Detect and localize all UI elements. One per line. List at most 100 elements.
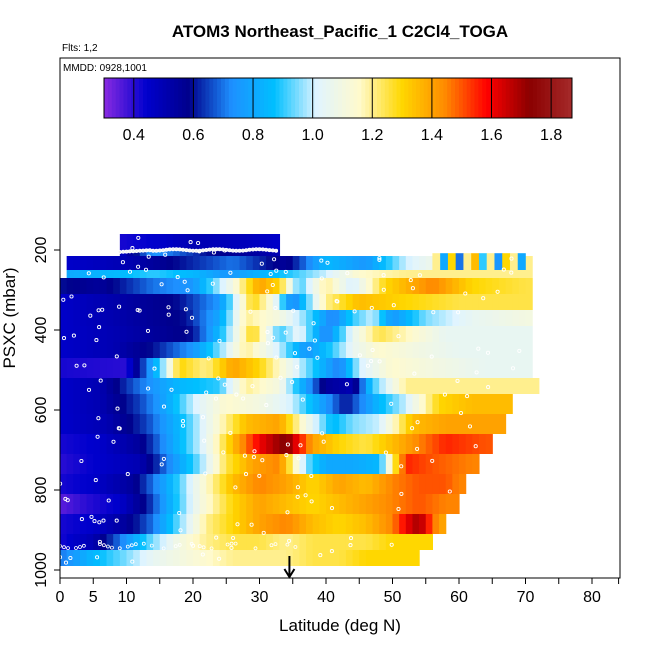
heatmap-cell [385, 326, 394, 342]
heatmap-cell [206, 494, 214, 514]
heatmap-cell [113, 550, 121, 566]
heatmap-cell [419, 474, 427, 494]
heatmap-cell [73, 358, 81, 378]
heatmap-cell [199, 474, 207, 494]
heatmap-cell [332, 534, 340, 550]
heatmap-cell [452, 326, 460, 342]
sample-point [78, 545, 82, 549]
heatmap-cell [266, 278, 274, 294]
heatmap-cell [392, 326, 400, 342]
heatmap-cell [219, 250, 227, 256]
heatmap-cell [119, 394, 128, 414]
heatmap-cell [432, 270, 440, 278]
heatmap-cell [66, 278, 74, 294]
heatmap-cell [405, 494, 414, 514]
heatmap-cell [133, 234, 141, 250]
heatmap-cell [246, 494, 254, 514]
heatmap-cell [472, 278, 480, 294]
heatmap-cell [146, 294, 154, 310]
heatmap-cell [365, 278, 374, 294]
sample-point [463, 291, 468, 296]
heatmap-cell [425, 494, 433, 514]
sample-point [410, 426, 415, 431]
heatmap-cell [146, 514, 154, 534]
heatmap-cell [345, 270, 354, 278]
sample-point [315, 355, 320, 360]
heatmap-cell [219, 414, 227, 434]
heatmap-cell [319, 534, 327, 550]
heatmap-cell [326, 278, 334, 294]
heatmap-cell [385, 474, 394, 494]
heatmap-cell [478, 253, 488, 270]
heatmap-cell [246, 550, 254, 566]
sample-point [431, 310, 436, 315]
heatmap-cell [345, 434, 354, 454]
heatmap-cell [372, 414, 380, 434]
heatmap-cell [399, 474, 407, 494]
colorbar-segment [275, 78, 280, 118]
heatmap-cell [239, 310, 247, 326]
heatmap-cell [372, 494, 380, 514]
heatmap-cell [345, 474, 354, 494]
heatmap-cell [492, 310, 500, 326]
heatmap-cell [99, 434, 108, 454]
sample-point [228, 270, 233, 275]
sample-point [370, 347, 375, 353]
colorbar-segment [435, 78, 440, 118]
heatmap-cell [332, 342, 340, 358]
heatmap-cell [452, 358, 460, 378]
heatmap-cell [292, 454, 300, 474]
heatmap-cell [119, 514, 128, 534]
heatmap-cell [252, 494, 261, 514]
heatmap-cell [126, 278, 134, 294]
heatmap-cell [412, 378, 420, 394]
heatmap-cell [345, 394, 354, 414]
heatmap-cell [126, 270, 134, 278]
heatmap-cell [266, 234, 274, 250]
heatmap-cell [359, 310, 367, 326]
heatmap-cell [186, 514, 194, 534]
sample-point [94, 338, 99, 343]
heatmap-cell [459, 434, 467, 454]
heatmap-cell [239, 326, 247, 342]
heatmap-cell [455, 253, 464, 270]
heatmap-cell [272, 378, 281, 394]
heatmap-cell [159, 326, 167, 342]
heatmap-cell [372, 278, 380, 294]
heatmap-cell [425, 454, 433, 474]
heatmap-cell [226, 474, 234, 494]
sample-point [481, 296, 486, 301]
heatmap-cell [232, 514, 241, 534]
heatmap-cell [252, 270, 261, 278]
heatmap-cell [399, 454, 407, 474]
sample-point [196, 240, 201, 246]
heatmap-cell [399, 434, 407, 454]
heatmap-cell [146, 434, 154, 454]
heatmap-cell [159, 434, 167, 454]
heatmap-cell [326, 394, 334, 414]
heatmap-cell [119, 310, 128, 326]
heatmap-cell [279, 342, 287, 358]
colorbar-segment [423, 78, 429, 118]
colorbar-segment [396, 78, 401, 118]
sample-point [381, 273, 386, 278]
heatmap-cell [106, 270, 114, 278]
heatmap-cell [179, 270, 187, 278]
heatmap-cell [206, 434, 214, 454]
sample-point [369, 305, 374, 310]
heatmap-cell [459, 342, 467, 358]
heatmap-cell [212, 378, 221, 394]
heatmap-cell [498, 278, 507, 294]
heatmap-cell [292, 278, 300, 294]
heatmap-cell [153, 394, 161, 414]
heatmap-cell [239, 250, 247, 256]
heatmap-cell [332, 256, 340, 270]
heatmap-cell [399, 342, 407, 358]
heatmap-cell [345, 256, 354, 270]
heatmap-cell [73, 494, 81, 514]
heatmap-cell [153, 474, 161, 494]
heatmap-cell [498, 270, 507, 278]
heatmap-cell [379, 342, 387, 358]
heatmap-cell [292, 326, 300, 342]
heatmap-cell [159, 256, 167, 270]
